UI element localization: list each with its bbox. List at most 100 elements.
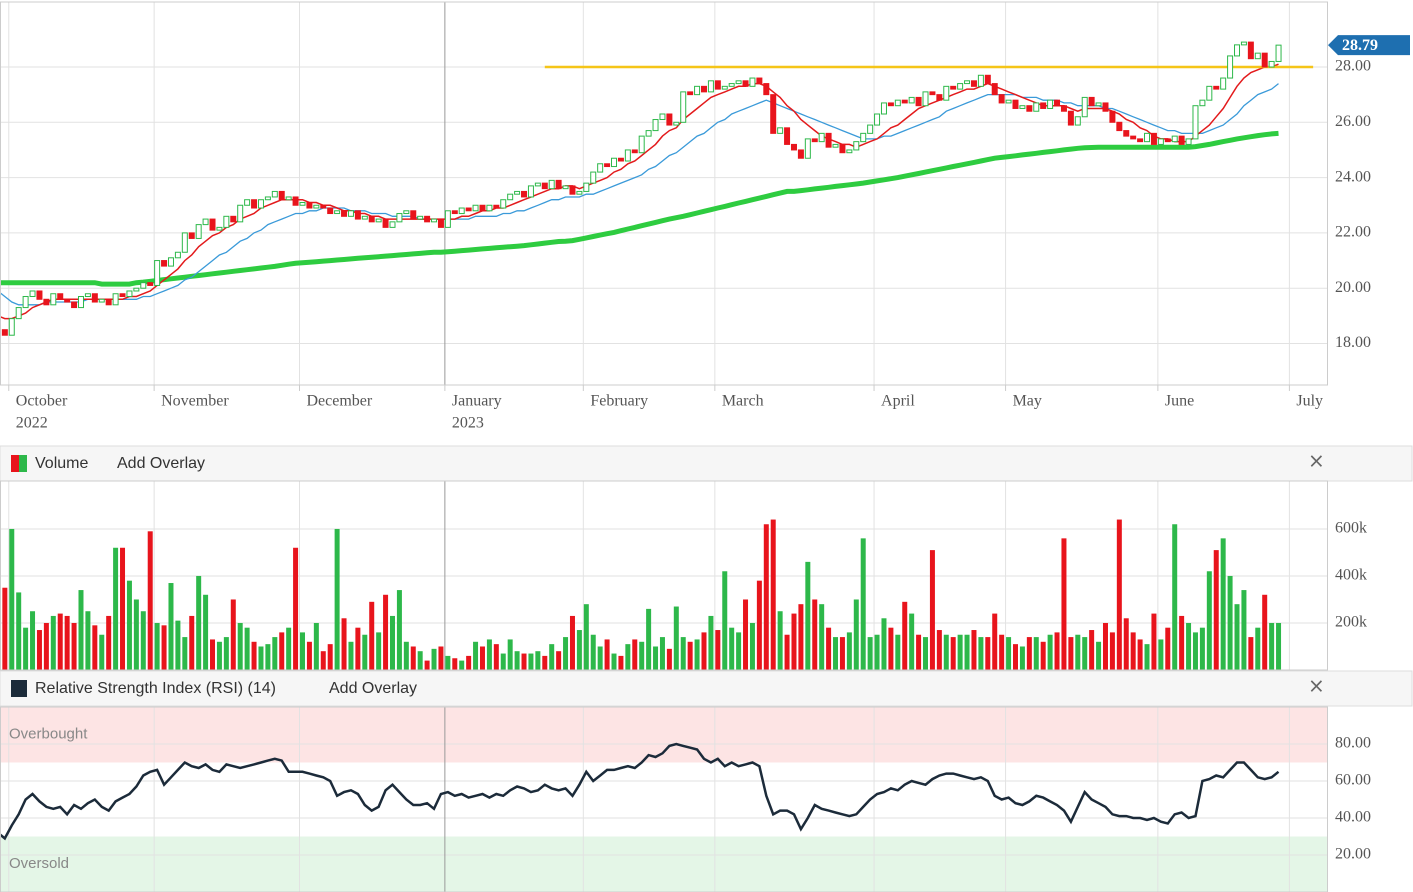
volume-bar (964, 634, 970, 670)
volume-bar (549, 644, 555, 670)
volume-bar (618, 655, 624, 670)
volume-bar (666, 648, 672, 670)
candle (1261, 52, 1268, 68)
candle (1164, 138, 1171, 143)
candle (950, 85, 957, 90)
candle (728, 83, 735, 87)
volume-bar (999, 634, 1005, 670)
candle (797, 149, 804, 159)
volume-bar (64, 615, 70, 670)
volume-bar (175, 620, 181, 670)
volume-bar (424, 660, 430, 670)
volume-bar (23, 627, 29, 670)
volume-bar (535, 651, 541, 670)
candle (631, 149, 638, 154)
volume-bar (1199, 627, 1205, 670)
volume-bar (189, 615, 195, 670)
candle (617, 157, 624, 162)
rsi-icon (11, 680, 27, 697)
volume-bar (237, 622, 243, 670)
volume-bar (1019, 646, 1025, 670)
volume-bar (376, 632, 382, 670)
y-tick-label: 20.00 (1335, 846, 1371, 863)
candle (1220, 77, 1227, 90)
candle (652, 119, 659, 132)
candle (1199, 99, 1206, 107)
candle (320, 204, 327, 209)
candle (998, 94, 1005, 104)
close-button[interactable]: × (1308, 674, 1325, 698)
candle (936, 94, 943, 101)
candle (1206, 85, 1213, 101)
volume-bar (203, 594, 209, 670)
candle (91, 293, 98, 303)
candle (1081, 96, 1088, 118)
candle (534, 182, 541, 187)
volume-bar (78, 590, 84, 670)
volume-bar (417, 651, 423, 670)
volume-bar (1109, 632, 1115, 670)
candle (680, 91, 687, 123)
volume-bar (1082, 637, 1088, 670)
candle (804, 138, 811, 159)
candle (1144, 132, 1151, 143)
candle (1150, 132, 1157, 145)
y-tick-label: 20.00 (1335, 279, 1371, 296)
x-tick-label: May (1013, 393, 1042, 410)
add-overlay[interactable]: Add Overlay (117, 455, 205, 472)
candle (431, 218, 438, 223)
candle (548, 179, 555, 190)
volume-bar (459, 660, 465, 670)
candle (957, 83, 964, 90)
candle (839, 143, 846, 154)
candle (1268, 60, 1275, 68)
candle (15, 307, 22, 320)
volume-bar (715, 630, 721, 670)
candle (1240, 41, 1247, 46)
candle (846, 149, 853, 154)
volume-bar (2, 587, 8, 670)
volume-bar (383, 594, 389, 670)
volume-bar (639, 641, 645, 670)
volume-bar (576, 630, 582, 670)
candle (292, 196, 299, 206)
plot-frame (0, 706, 1328, 892)
volume-bar (1137, 639, 1143, 670)
volume-bar (812, 599, 818, 670)
volume-bar (306, 641, 312, 670)
candle (1213, 85, 1220, 90)
volume-bar (279, 632, 285, 670)
volume-bar (396, 590, 402, 670)
candle (1040, 102, 1047, 109)
candle (514, 190, 521, 195)
volume-bar (140, 611, 146, 670)
candle (424, 215, 431, 223)
volume-bar (445, 655, 451, 670)
candle (943, 85, 950, 101)
candle (161, 260, 168, 267)
close-button[interactable]: × (1308, 449, 1325, 473)
volume-icon-green (19, 455, 27, 472)
candle (770, 94, 777, 134)
candle (458, 207, 465, 215)
candle (209, 218, 216, 231)
candle (1060, 105, 1067, 112)
volume-bar (625, 644, 631, 670)
volume-bar (9, 528, 15, 670)
volume-bar (1026, 637, 1032, 670)
volume-bar (833, 637, 839, 670)
candle (611, 157, 618, 168)
candle (659, 113, 666, 121)
candle (472, 204, 479, 212)
candle (777, 127, 784, 134)
candle (541, 182, 548, 190)
candle (1088, 96, 1095, 107)
add-overlay[interactable]: Add Overlay (329, 680, 417, 697)
volume-bar (57, 613, 63, 670)
x-tick-label: April (881, 393, 915, 410)
x-tick-label: March (722, 393, 764, 410)
x-tick-sublabel: 2023 (452, 415, 484, 432)
volume-bar (611, 653, 617, 670)
candle (1178, 135, 1185, 145)
